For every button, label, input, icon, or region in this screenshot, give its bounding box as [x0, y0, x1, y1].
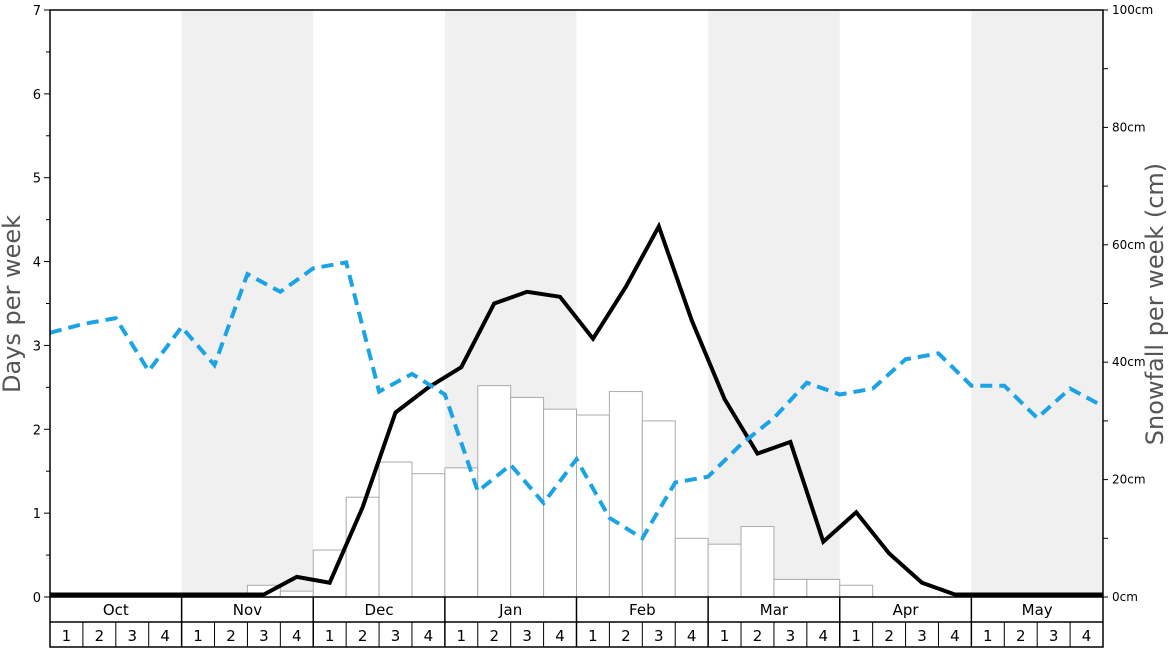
right-tick-label: 20cm [1112, 473, 1146, 487]
week-label: 1 [325, 627, 335, 645]
week-label: 2 [95, 627, 105, 645]
week-label: 4 [1082, 627, 1092, 645]
week-label: 3 [917, 627, 927, 645]
left-tick-label: 5 [33, 172, 41, 187]
snowfall-bar [707, 543, 742, 598]
left-tick-label: 7 [33, 4, 41, 19]
week-label: 4 [555, 627, 565, 645]
week-label: 3 [391, 627, 401, 645]
week-label: 1 [193, 627, 203, 645]
snow-days-line [50, 221, 1103, 597]
left-axis: 0 1 2 3 4 5 6 7 [33, 4, 50, 606]
right-tick-label: 100cm [1112, 3, 1153, 17]
left-tick-label: 6 [33, 88, 41, 103]
week-label: 1 [457, 627, 467, 645]
month-band [181, 10, 314, 597]
left-tick-label: 4 [33, 256, 41, 271]
left-axis-title: Days per week [0, 215, 26, 393]
right-tick-label: 0cm [1112, 590, 1138, 604]
snow-depth-line [49, 260, 1104, 542]
left-tick-label: 1 [33, 507, 41, 522]
left-tick-label: 2 [33, 423, 41, 438]
left-tick-label: 0 [33, 591, 41, 606]
month-label: Mar [760, 601, 789, 619]
month-label: May [1022, 601, 1053, 619]
series-lines [49, 221, 1104, 597]
week-label: 3 [522, 627, 532, 645]
month-bands [181, 10, 1103, 597]
snowfall-bar [806, 578, 841, 598]
week-label: 4 [424, 627, 434, 645]
week-label: 2 [621, 627, 631, 645]
snowfall-bar [411, 473, 446, 598]
week-label: 4 [160, 627, 170, 645]
week-label: 2 [753, 627, 763, 645]
right-tick-label: 80cm [1112, 120, 1146, 134]
snowfall-bar [839, 584, 874, 598]
week-label: 3 [786, 627, 796, 645]
month-label: Nov [233, 601, 262, 619]
month-label: Apr [893, 601, 920, 619]
week-label: 3 [127, 627, 137, 645]
month-band [971, 10, 1103, 597]
week-label: 4 [292, 627, 302, 645]
week-label: 1 [983, 627, 993, 645]
snowfall-bar [444, 467, 479, 598]
snowfall-bar [543, 408, 577, 598]
month-band [708, 10, 840, 597]
snowfall-bar [641, 420, 676, 598]
right-tick-label: 40cm [1112, 355, 1146, 369]
week-label: 4 [819, 627, 829, 645]
snowfall-bar [477, 385, 512, 598]
week-label: 2 [884, 627, 894, 645]
week-label: 2 [1016, 627, 1026, 645]
week-label: 1 [720, 627, 730, 645]
month-label: Oct [103, 601, 129, 619]
week-label: 3 [654, 627, 664, 645]
week-label: 1 [62, 627, 72, 645]
snowfall-bar [608, 391, 643, 598]
left-tick-label: 3 [33, 339, 41, 354]
week-label: 3 [1049, 627, 1059, 645]
week-label: 3 [259, 627, 269, 645]
week-label: 2 [358, 627, 368, 645]
week-label: 4 [950, 627, 960, 645]
snowfall-bar [740, 526, 775, 598]
month-label: Dec [365, 601, 394, 619]
week-label: 2 [226, 627, 236, 645]
month-label: Jan [498, 601, 522, 619]
snowfall-bar [279, 590, 314, 598]
x-axis-calendar: Oct 1 2 3 4 Nov 1 2 3 4 Dec 1 2 3 4 Jan 1 2 3 4 Feb 1 2 3 4 Mar 1 2… [50, 597, 1103, 647]
right-tick-label: 60cm [1112, 238, 1146, 252]
week-label: 2 [489, 627, 499, 645]
week-label: 1 [588, 627, 598, 645]
snowfall-bar [674, 537, 709, 598]
week-label: 4 [687, 627, 697, 645]
week-label: 1 [851, 627, 861, 645]
right-axis-title: Snowfall per week (cm) [1141, 163, 1168, 445]
month-label: Feb [629, 601, 656, 619]
right-axis: 0cm 20cm 40cm 60cm 80cm 100cm [1103, 3, 1153, 604]
snowfall-bar [773, 578, 808, 598]
snowfall-bar [378, 461, 413, 598]
